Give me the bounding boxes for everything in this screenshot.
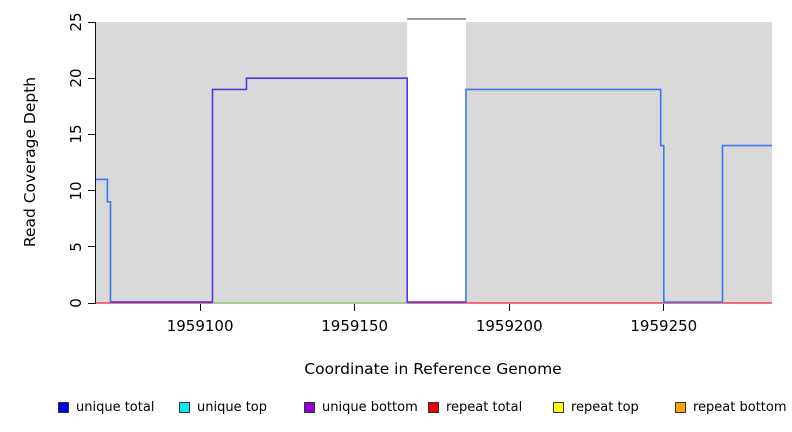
y-tick-label: 0 — [67, 298, 85, 308]
legend-item-unique-bottom: unique bottom — [304, 399, 418, 415]
y-axis-line — [95, 22, 96, 304]
legend-swatch-icon — [675, 401, 686, 413]
legend: unique total unique top unique bottom repea… — [0, 399, 792, 419]
series-2 — [95, 178, 213, 303]
series-3 — [465, 88, 772, 303]
offscale-cap-line — [407, 18, 466, 20]
y-tick-mark — [88, 77, 95, 79]
plot-area — [95, 18, 772, 304]
legend-label: unique top — [197, 399, 268, 415]
legend-label: repeat top — [571, 399, 639, 415]
y-tick-mark — [88, 133, 95, 135]
x-tick-label: 1959200 — [475, 317, 543, 335]
y-tick-label: 25 — [67, 12, 85, 32]
y-tick-label: 15 — [67, 124, 85, 144]
legend-item-unique-top: unique top — [179, 399, 267, 415]
legend-label: repeat bottom — [693, 399, 787, 415]
legend-item-unique-total: unique total — [58, 399, 154, 415]
legend-label: unique bottom — [322, 399, 418, 415]
y-tick-mark — [88, 21, 95, 23]
y-axis-title: Read Coverage Depth — [21, 76, 39, 248]
legend-label: repeat total — [446, 399, 523, 415]
series-4 — [110, 77, 466, 303]
x-tick-label: 1959150 — [321, 317, 389, 335]
legend-swatch-icon — [553, 401, 564, 413]
x-tick-mark — [199, 304, 201, 311]
legend-item-repeat-total: repeat total — [428, 399, 522, 415]
legend-swatch-icon — [58, 401, 69, 413]
legend-item-repeat-top: repeat top — [553, 399, 639, 415]
plot-canvas — [95, 18, 772, 304]
offscale-band — [407, 22, 466, 303]
y-tick-label: 10 — [67, 181, 85, 201]
y-tick-label: 5 — [67, 242, 85, 252]
legend-item-repeat-bottom: repeat bottom — [675, 399, 787, 415]
legend-swatch-icon — [428, 401, 439, 413]
legend-label: unique total — [76, 399, 155, 415]
x-tick-label: 1959100 — [166, 317, 234, 335]
x-tick-mark — [663, 304, 665, 311]
legend-swatch-icon — [304, 401, 315, 413]
y-tick-mark — [88, 190, 95, 192]
y-tick-mark — [88, 302, 95, 304]
y-tick-mark — [88, 246, 95, 248]
y-tick-label: 20 — [67, 68, 85, 88]
x-axis-title: Coordinate in Reference Genome — [304, 360, 562, 378]
legend-swatch-icon — [179, 401, 190, 413]
x-tick-mark — [354, 304, 356, 311]
x-tick-label: 1959250 — [630, 317, 698, 335]
x-tick-mark — [508, 304, 510, 311]
